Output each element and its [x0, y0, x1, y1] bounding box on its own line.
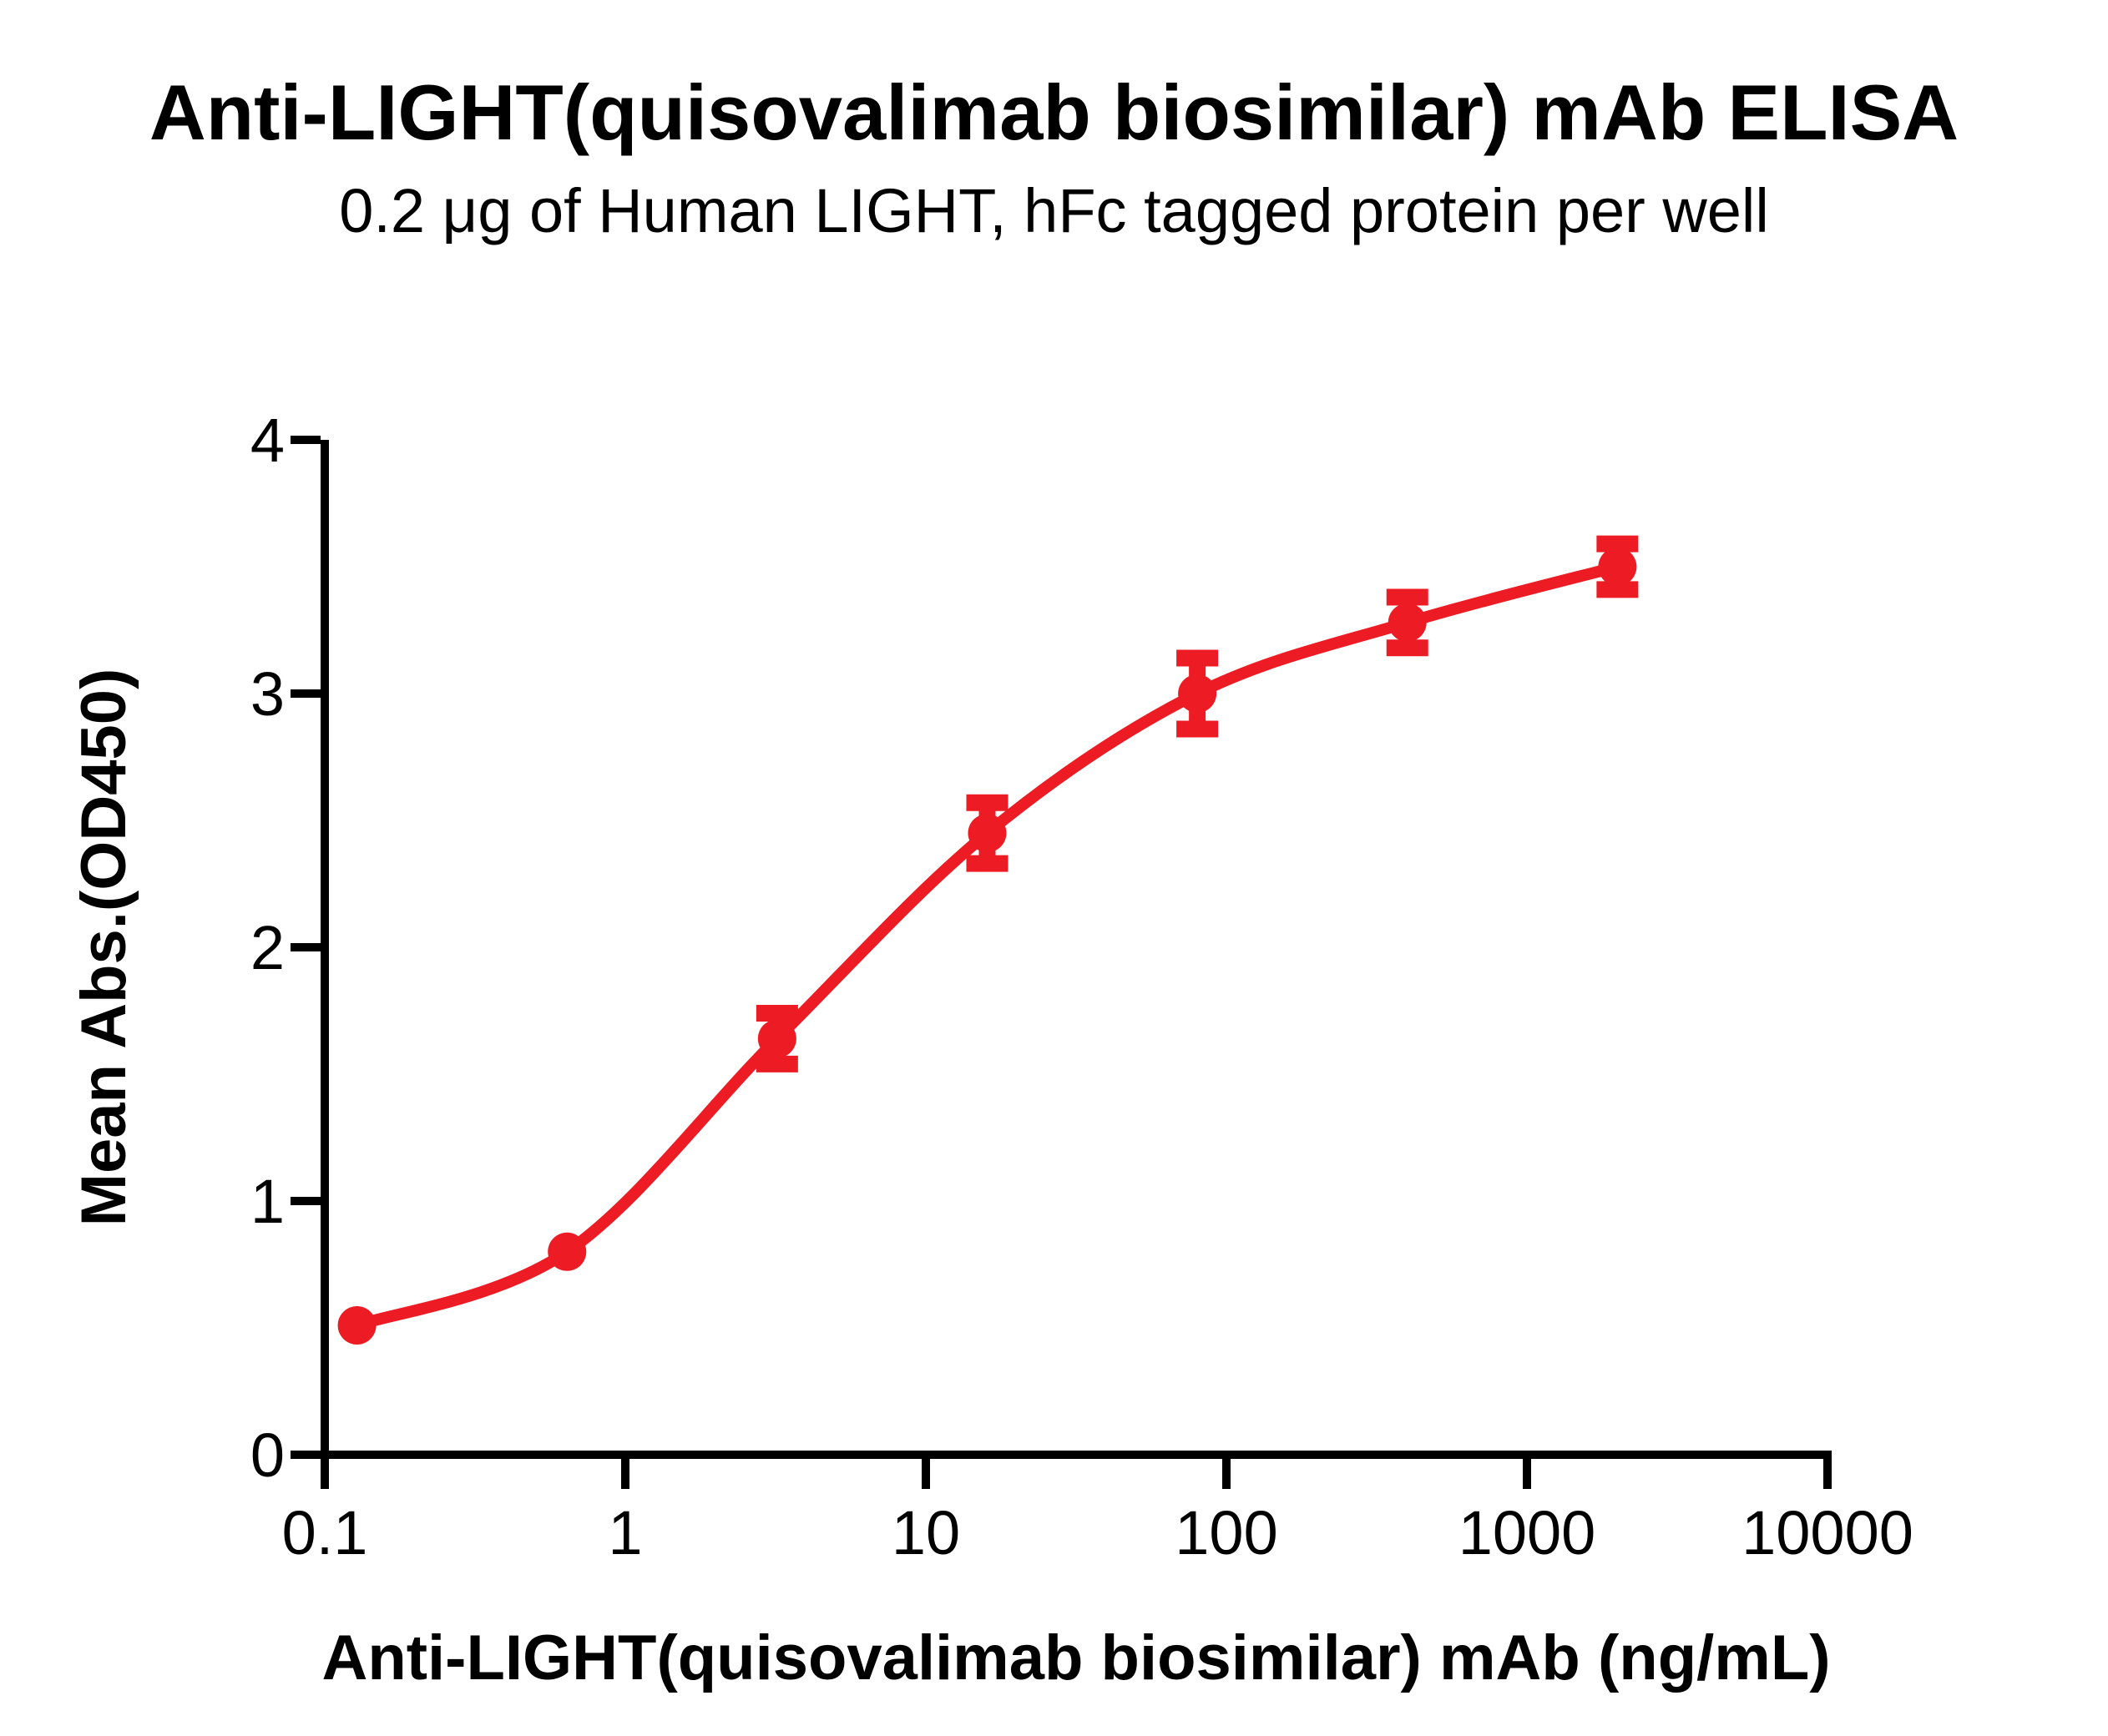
x-tick-label: 1000: [1458, 1498, 1596, 1567]
y-tick-label: 3: [250, 659, 285, 729]
data-point-marker: [1388, 603, 1427, 642]
y-tick-label: 1: [250, 1167, 285, 1236]
x-tick-label: 0.1: [282, 1498, 368, 1567]
y-tick-label: 2: [250, 913, 285, 982]
x-tick-label: 100: [1175, 1498, 1277, 1567]
x-tick-label: 1: [608, 1498, 642, 1567]
fit-curve: [355, 561, 1620, 1331]
x-tick-label: 10: [892, 1498, 960, 1567]
y-tick-label: 0: [250, 1421, 285, 1490]
x-tick-label: 10000: [1742, 1498, 1913, 1567]
y-tick-label: 4: [250, 406, 285, 475]
data-point-marker: [757, 1019, 796, 1058]
data-point-marker: [1178, 674, 1217, 713]
data-point-marker: [337, 1305, 377, 1345]
data-point-marker: [1598, 548, 1637, 586]
chart-subtitle: 0.2 μg of Human LIGHT, hFc tagged protei…: [339, 176, 1769, 245]
data-point-marker: [548, 1232, 587, 1271]
y-axis-title: Mean Abs.(OD450): [68, 669, 139, 1227]
x-axis-title: Anti-LIGHT(quisovalimab biosimilar) mAb …: [321, 1622, 1830, 1693]
chart-title: Anti-LIGHT(quisovalimab biosimilar) mAb …: [149, 68, 1959, 156]
data-point-marker: [968, 814, 1007, 853]
